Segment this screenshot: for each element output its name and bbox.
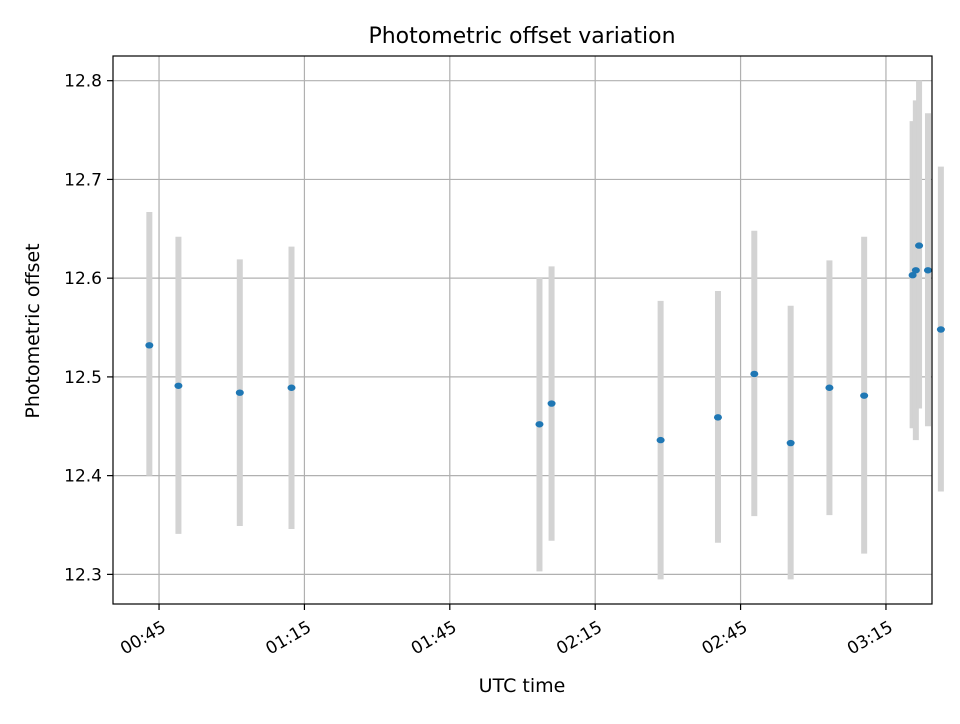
data-point bbox=[936, 326, 945, 333]
data-point bbox=[911, 267, 920, 274]
x-axis-label: UTC time bbox=[479, 675, 566, 697]
y-tick-label: 12.7 bbox=[64, 170, 102, 190]
data-point bbox=[825, 384, 834, 391]
y-tick-label: 12.6 bbox=[64, 269, 102, 289]
data-points bbox=[145, 242, 945, 447]
data-point bbox=[750, 370, 759, 378]
data-point bbox=[923, 267, 932, 274]
grid bbox=[113, 56, 932, 604]
data-point bbox=[535, 421, 544, 428]
y-tick-label: 12.4 bbox=[64, 467, 102, 487]
chart-title: Photometric offset variation bbox=[368, 24, 675, 49]
data-point bbox=[713, 414, 722, 421]
data-point bbox=[786, 439, 795, 447]
data-point bbox=[287, 384, 296, 391]
data-point bbox=[174, 382, 183, 389]
y-axis: 12.3 12.4 12.5 12.6 12.7 12.8 bbox=[64, 72, 113, 585]
data-point bbox=[145, 342, 154, 349]
y-tick-label: 12.8 bbox=[64, 72, 102, 92]
data-point bbox=[547, 400, 556, 407]
plot-frame bbox=[112, 55, 933, 605]
data-point bbox=[656, 436, 665, 444]
y-tick-label: 12.5 bbox=[64, 368, 102, 388]
data-point bbox=[915, 242, 924, 249]
data-point bbox=[235, 389, 244, 396]
data-point bbox=[860, 392, 869, 399]
data-point bbox=[908, 272, 917, 279]
y-axis-label: Photometric offset bbox=[22, 243, 44, 418]
y-tick-label: 12.3 bbox=[64, 565, 102, 585]
